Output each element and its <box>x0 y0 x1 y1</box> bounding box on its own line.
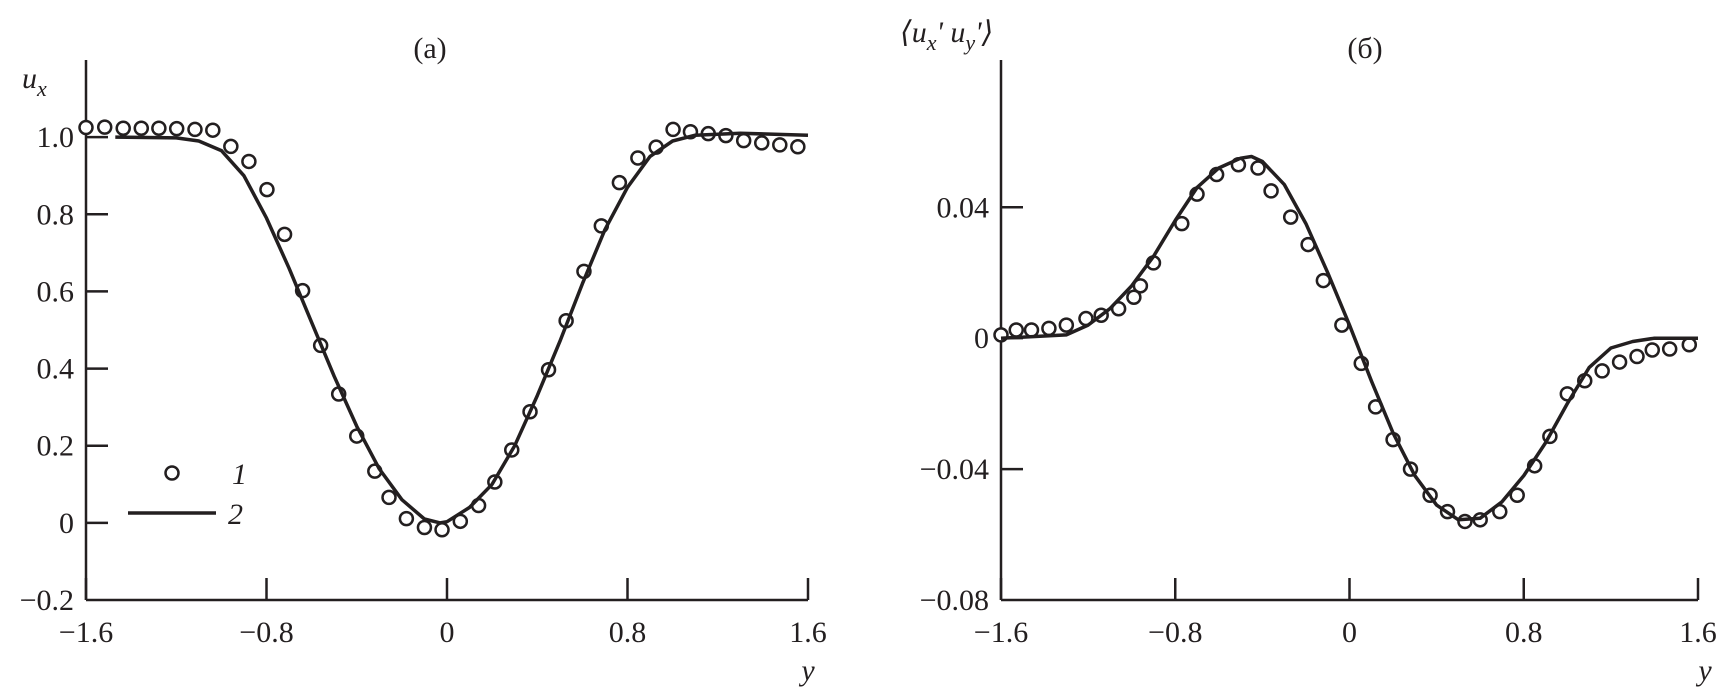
series-1-point <box>735 132 752 149</box>
series-1-point <box>416 519 433 536</box>
x-tick-label: 0 <box>1342 616 1357 649</box>
series-1-point <box>1023 322 1040 338</box>
y-tick-label: 0.4 <box>37 353 75 386</box>
series-1-point <box>398 510 415 527</box>
series-1-point <box>223 138 239 155</box>
series-1-point <box>1629 348 1645 365</box>
panel-a-ylabel: ux <box>22 62 47 101</box>
y-tick-label: 0 <box>974 322 989 355</box>
series-1-point <box>665 121 681 138</box>
series-1-point <box>630 150 646 166</box>
y-tick-label: 0 <box>59 507 74 540</box>
panel-b-title: (б) <box>1347 32 1382 65</box>
x-tick-label: 1.6 <box>1679 616 1717 649</box>
panel-a-title: (a) <box>413 32 446 65</box>
series-1-point <box>1041 320 1057 337</box>
x-tick-label: 0.8 <box>609 616 647 649</box>
series-1-point <box>772 137 788 153</box>
series-1-point <box>151 120 167 137</box>
series-1-point <box>276 226 293 243</box>
x-tick-label: 0 <box>440 616 455 649</box>
series-1-point <box>78 119 94 136</box>
series-1-point <box>1457 513 1473 530</box>
y-tick-label: −0.08 <box>920 584 989 617</box>
panel-b-ylabel: ⟨ux' uy'⟩ <box>900 16 993 55</box>
y-tick-label: 0.2 <box>37 430 75 463</box>
series-1-point <box>1611 354 1628 370</box>
x-tick-label: −1.6 <box>974 616 1028 649</box>
series-1-point <box>1661 341 1678 357</box>
panel-b-xlabel: y <box>1695 654 1712 687</box>
series-1-point <box>381 489 397 506</box>
legend-label-1: 1 <box>232 458 247 491</box>
series-1-point <box>434 522 450 538</box>
series-1-point <box>611 174 628 191</box>
x-tick-label: −0.8 <box>239 616 293 649</box>
y-tick-label: −0.04 <box>920 453 989 486</box>
legend-label-2: 2 <box>228 498 243 531</box>
series-1-point <box>1126 289 1142 306</box>
y-tick-label: 0.04 <box>937 191 990 224</box>
series-1-point <box>1058 317 1075 333</box>
series-1-point <box>1250 160 1266 176</box>
series-1-point <box>790 139 806 155</box>
series-1-point <box>1008 322 1024 338</box>
series-1-point <box>1282 209 1299 225</box>
legend: 12 <box>128 458 247 531</box>
panel-b: (б) ⟨ux' uy'⟩ y −1.6 −0.8 0 0.8 1.6 −0.08 −0.0… <box>900 16 1717 687</box>
series-1-point <box>241 153 257 170</box>
series-1-point <box>1263 183 1279 199</box>
y-tick-label: 0.8 <box>37 198 75 231</box>
series-2-line <box>115 131 809 525</box>
series-1-point <box>1509 487 1525 504</box>
x-tick-label: 1.6 <box>789 616 827 649</box>
series-1-point <box>187 121 203 138</box>
legend-marker-circle <box>164 465 180 481</box>
x-tick-label: 0.8 <box>1505 616 1543 649</box>
panel-a-xlabel: y <box>798 654 815 687</box>
y-tick-label: 1.0 <box>37 121 75 154</box>
series-2-line <box>1000 154 1698 522</box>
series-1-point <box>753 135 770 151</box>
series-1-point <box>133 120 150 137</box>
panel-a: (a) ux y −1.6 −0.8 0 0.8 1.6 −0.2 0 0.2 0.4 0.6 0.… <box>20 32 827 687</box>
series-1-point <box>168 120 185 137</box>
y-tick-label: 0.6 <box>37 275 75 308</box>
x-tick-label: −1.6 <box>59 616 113 649</box>
y-tick-label: −0.2 <box>20 584 74 617</box>
series-1-point <box>96 119 113 135</box>
series-1-point <box>115 120 131 137</box>
series-1-point <box>259 181 275 198</box>
series-1-point <box>1594 363 1610 379</box>
x-tick-label: −0.8 <box>1148 616 1202 649</box>
series-1-point <box>1132 278 1149 294</box>
series-1-point <box>1681 336 1698 353</box>
series-1-point <box>205 122 221 138</box>
series-1-point <box>1644 342 1661 358</box>
